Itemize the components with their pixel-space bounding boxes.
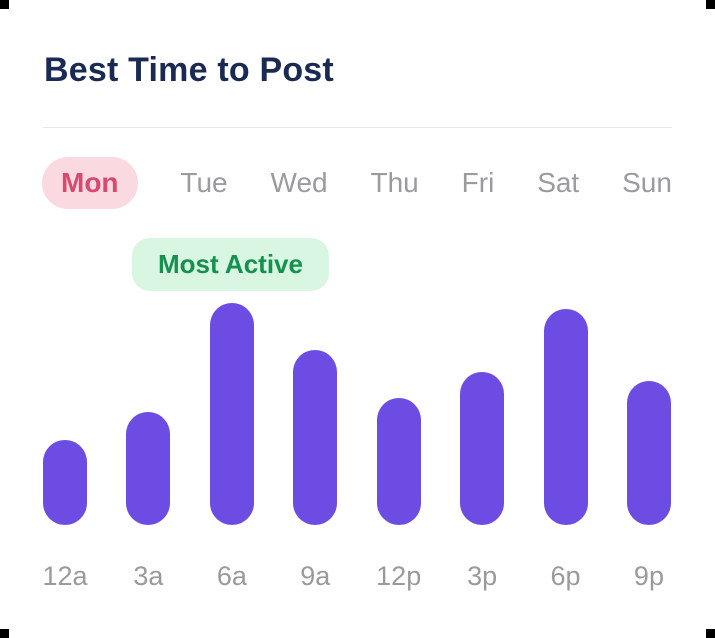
- hour-label-9p: 9p: [633, 561, 664, 591]
- activity-bar-12p: [376, 398, 421, 525]
- hour-label-6a: 6a: [216, 561, 247, 591]
- chart-column-3p: 3p: [460, 372, 505, 591]
- corner-mark-top-right-icon: [706, 0, 715, 9]
- most-active-badge: Most Active: [132, 238, 329, 291]
- day-tab-wed[interactable]: Wed: [271, 157, 328, 209]
- activity-bar-6p: [543, 309, 588, 525]
- activity-bar-9a: [293, 350, 338, 525]
- day-tab-thu[interactable]: Thu: [371, 157, 419, 209]
- activity-bar-12a: [43, 440, 87, 525]
- page-title: Best Time to Post: [44, 51, 334, 89]
- activity-bar-9p: [626, 381, 671, 525]
- activity-bar-3p: [460, 372, 505, 525]
- corner-mark-bottom-right-icon: [706, 629, 715, 638]
- activity-bar-3a: [126, 412, 171, 525]
- hour-label-6p: 6p: [550, 561, 581, 591]
- hour-label-3a: 3a: [133, 561, 164, 591]
- chart-column-12a: 12a: [42, 440, 88, 591]
- chart-column-6p: 6p: [543, 309, 588, 591]
- activity-bar-6a: [209, 303, 254, 525]
- hour-label-3p: 3p: [467, 561, 498, 591]
- hour-label-9a: 9a: [300, 561, 331, 591]
- chart-column-6a: 6a: [209, 303, 254, 591]
- day-tab-sat[interactable]: Sat: [537, 157, 579, 209]
- day-tab-fri[interactable]: Fri: [462, 157, 495, 209]
- chart-column-12p: 12p: [376, 398, 422, 591]
- hour-label-12a: 12a: [42, 561, 88, 591]
- day-tab-mon[interactable]: Mon: [42, 157, 138, 209]
- corner-mark-bottom-left-icon: [0, 629, 9, 638]
- day-tab-sun[interactable]: Sun: [622, 157, 672, 209]
- hour-label-12p: 12p: [376, 561, 422, 591]
- day-tab-tue[interactable]: Tue: [180, 157, 227, 209]
- day-tabs-row: Mon Tue Wed Thu Fri Sat Sun: [42, 157, 672, 209]
- chart-column-9p: 9p: [626, 381, 671, 591]
- chart-column-3a: 3a: [126, 412, 171, 591]
- chart-column-9a: 9a: [293, 350, 338, 591]
- activity-bar-chart: 12a 3a 6a 9a 12p 3p 6p 9p: [42, 303, 671, 591]
- corner-mark-top-left-icon: [0, 0, 9, 9]
- divider: [43, 127, 672, 128]
